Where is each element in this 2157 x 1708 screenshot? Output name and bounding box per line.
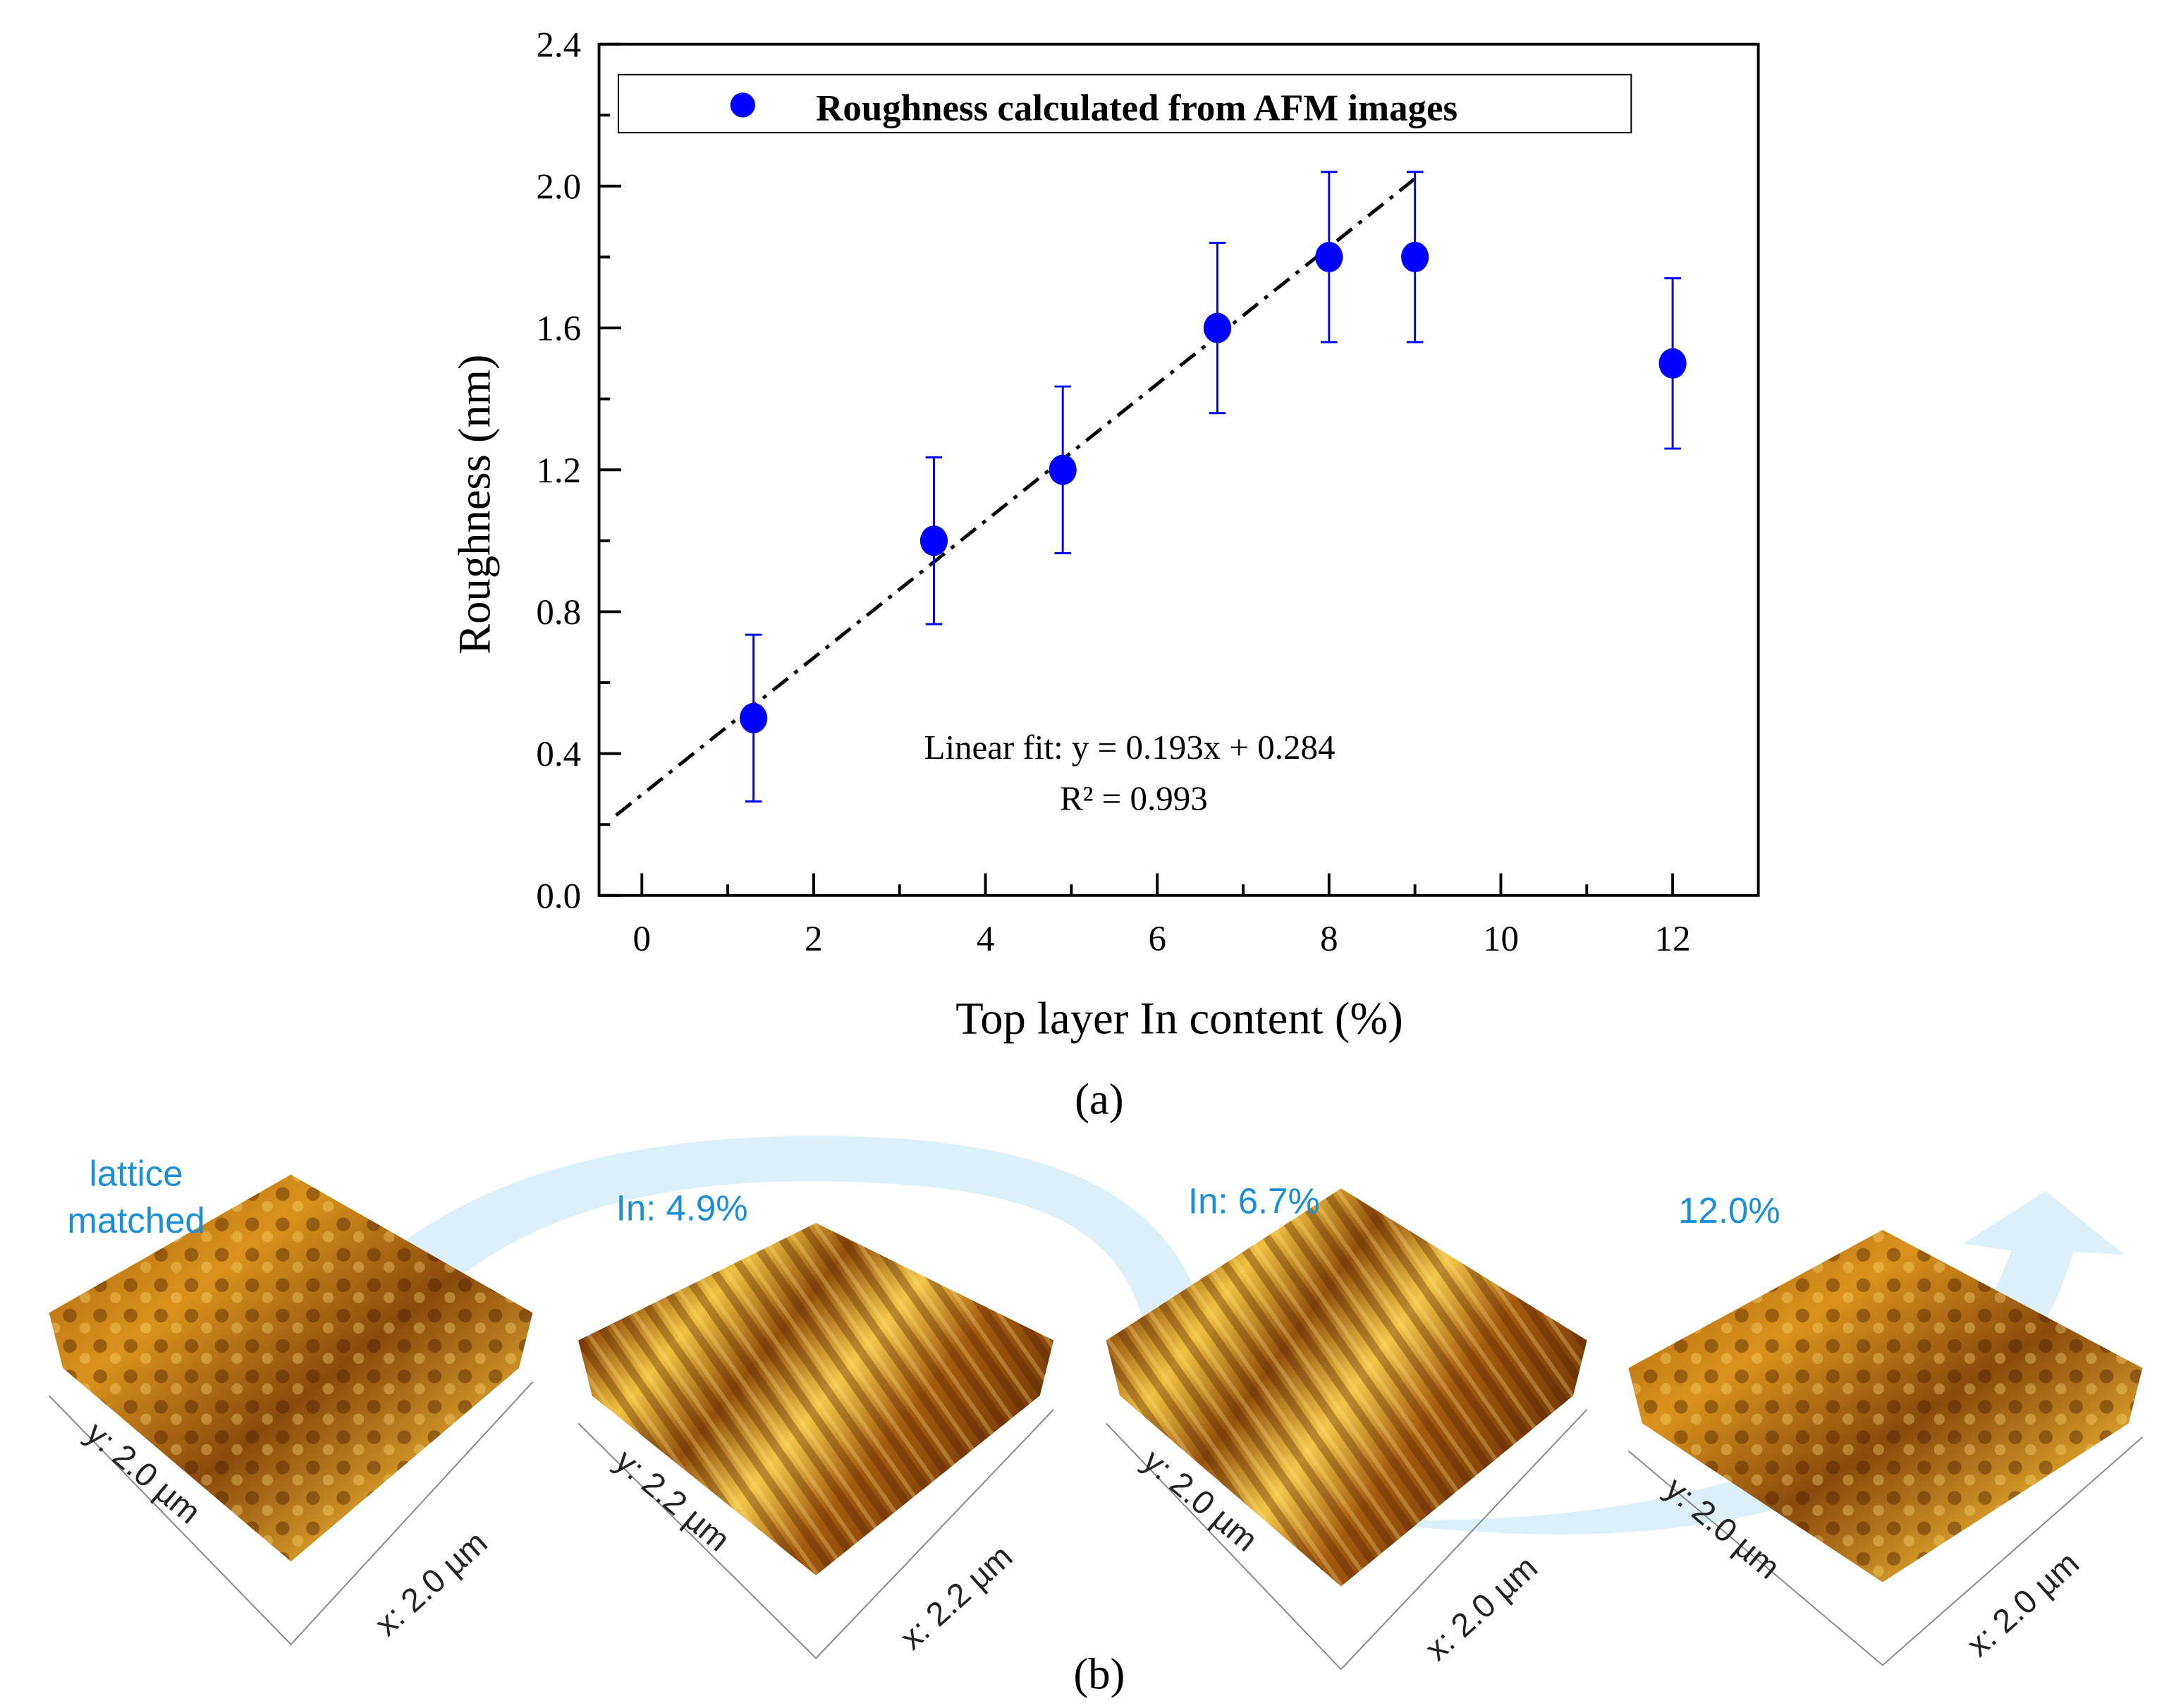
afm-title-line2: matched [67,1200,204,1240]
afm-axes [1627,1436,2143,1666]
data-point [740,702,768,733]
x-axis-label: Top layer In content (%) [955,993,1403,1044]
data-point [1401,241,1429,273]
y-tick-label: 0.8 [536,593,581,633]
y-tick-label: 0.4 [536,735,581,774]
panel-label-a: (a) [1075,1074,1124,1123]
afm-surface-texture [49,1174,533,1562]
afm-title: lattice [90,1153,183,1193]
data-point-group [740,633,768,803]
legend-label: Roughness calculated from AFM images [816,87,1458,128]
y-tick-label: 1.2 [536,451,581,491]
data-point-group [919,456,948,626]
data-point-group [1049,385,1077,554]
legend-box [617,73,1632,134]
data-point [919,525,948,556]
x-tick-label: 4 [977,920,994,959]
panel-label-b: (b) [1073,1649,1125,1699]
x-tick-label: 2 [805,920,822,959]
afm-surface-texture [1628,1229,2143,1582]
data-point-group [1658,277,1687,450]
legend-marker [730,92,755,118]
y-tick-label: 2.4 [536,25,581,65]
data-point-group [1203,241,1232,415]
data-point [1315,241,1343,273]
y-tick-label: 0.0 [536,877,581,916]
afm-x-axis-label: x: 2.0 µm [1417,1548,1544,1667]
x-tick-label: 8 [1320,920,1338,959]
data-point-group [1315,171,1343,343]
afm-title: 12.0% [1678,1190,1780,1231]
x-tick-label: 0 [633,920,651,959]
y-tick-label: 2.0 [536,168,581,207]
afm-x-axis-label: x: 2.2 µm [893,1537,1020,1657]
data-point-group [1401,171,1429,343]
data-point [1658,348,1687,379]
afm-x-axis-label: x: 2.0 µm [1959,1544,2086,1663]
afm-title: In: 4.9% [616,1188,748,1228]
afm-title: In: 6.7% [1188,1181,1320,1221]
linear-fit-line [615,177,1417,817]
data-point [1049,454,1077,485]
afm-axes [578,1409,1054,1659]
fit-r2: R² = 0.993 [1060,779,1208,817]
afm-surface-texture [1106,1188,1587,1587]
plot-frame [597,42,1760,897]
fit-equation: Linear fit: y = 0.193x + 0.284 [924,728,1336,767]
x-tick-label: 6 [1148,920,1166,959]
x-tick-label: 10 [1483,920,1519,959]
afm-axes [1105,1409,1588,1671]
data-point [1203,312,1232,343]
y-axis-label: Roughness (nm) [449,354,500,654]
y-tick-label: 1.6 [536,310,581,349]
afm-surface-texture [578,1223,1054,1575]
roughness-chart: 0 2 4 6 8 10 12 0.0 0.4 0.8 1.2 1.6 2.0 2.4 Roughness… [449,25,1760,1123]
x-tick-label: 12 [1655,920,1691,959]
afm-axes [48,1381,534,1646]
